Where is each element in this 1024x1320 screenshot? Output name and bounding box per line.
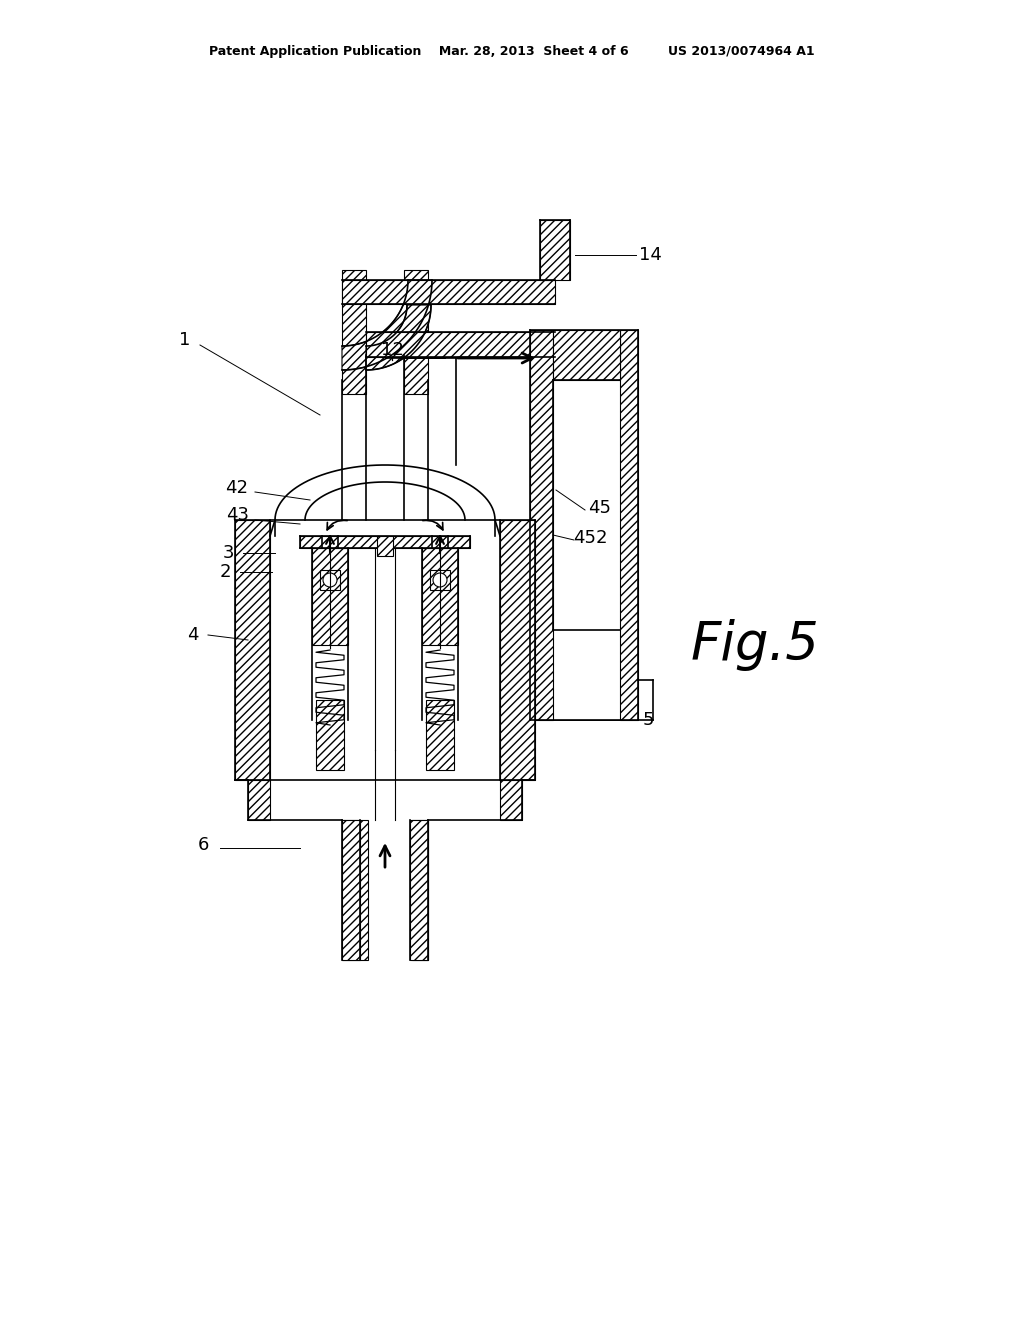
Text: Fig.5: Fig.5: [690, 619, 819, 671]
Polygon shape: [300, 536, 470, 548]
Polygon shape: [430, 570, 450, 590]
Polygon shape: [342, 280, 555, 304]
Polygon shape: [366, 333, 555, 356]
Polygon shape: [319, 570, 340, 590]
Text: 3: 3: [222, 544, 233, 562]
Text: 5: 5: [642, 711, 653, 729]
Polygon shape: [553, 330, 620, 380]
Circle shape: [433, 573, 447, 587]
Text: 1: 1: [179, 331, 190, 348]
Polygon shape: [342, 820, 368, 960]
Text: 42: 42: [225, 479, 249, 498]
Polygon shape: [410, 820, 428, 960]
Text: 14: 14: [639, 246, 662, 264]
Text: 2: 2: [219, 564, 230, 581]
Text: 45: 45: [589, 499, 611, 517]
Text: Patent Application Publication    Mar. 28, 2013  Sheet 4 of 6         US 2013/00: Patent Application Publication Mar. 28, …: [209, 45, 815, 58]
Polygon shape: [426, 700, 454, 770]
Circle shape: [323, 573, 337, 587]
Polygon shape: [342, 280, 432, 370]
Polygon shape: [530, 330, 553, 719]
Text: 6: 6: [198, 836, 209, 854]
Polygon shape: [312, 548, 348, 645]
Polygon shape: [342, 820, 360, 960]
Polygon shape: [620, 330, 638, 719]
Polygon shape: [248, 780, 270, 820]
Polygon shape: [316, 700, 344, 770]
Text: 43: 43: [226, 506, 250, 524]
Polygon shape: [234, 520, 270, 780]
Polygon shape: [422, 548, 458, 645]
Polygon shape: [500, 520, 535, 780]
Text: 4: 4: [187, 626, 199, 644]
Text: 452: 452: [572, 529, 607, 546]
Polygon shape: [377, 536, 393, 556]
Polygon shape: [412, 820, 428, 960]
Polygon shape: [404, 271, 428, 393]
Polygon shape: [500, 780, 522, 820]
Polygon shape: [342, 271, 366, 393]
Text: 12: 12: [381, 341, 403, 359]
Polygon shape: [366, 305, 431, 370]
Polygon shape: [540, 220, 570, 280]
